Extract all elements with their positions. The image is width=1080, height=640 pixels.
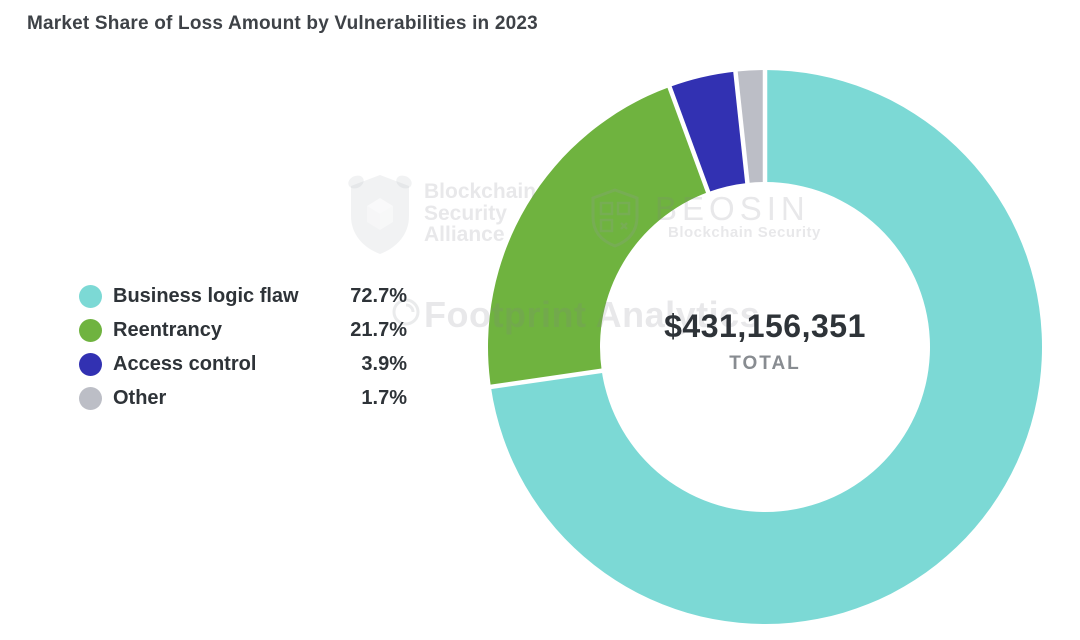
- total-caption: TOTAL: [729, 353, 801, 374]
- slice-separator: [665, 79, 714, 201]
- legend-item-access-control[interactable]: Access control 3.9%: [79, 352, 407, 376]
- slice-separator: [732, 64, 751, 192]
- donut-slice-other[interactable]: [735, 70, 765, 183]
- legend-value: 72.7%: [350, 284, 407, 307]
- donut-slice-business-logic-flaw[interactable]: [490, 70, 1043, 624]
- legend-swatch-icon: [79, 318, 102, 342]
- legend-label: Business logic flaw: [113, 284, 299, 307]
- legend-value: 21.7%: [350, 318, 407, 341]
- legend-item-other[interactable]: Other 1.7%: [79, 386, 407, 410]
- legend-label: Other: [113, 386, 167, 409]
- page-title: Market Share of Loss Amount by Vulnerabi…: [27, 13, 538, 34]
- legend-item-reentrancy[interactable]: Reentrancy 21.7%: [79, 318, 407, 342]
- legend-swatch-icon: [79, 284, 102, 308]
- legend-value: 1.7%: [361, 386, 407, 409]
- legend-label: Access control: [113, 352, 257, 375]
- slice-separator: [483, 367, 610, 391]
- donut-center-label: $431,156,351 TOTAL: [565, 308, 965, 375]
- legend-swatch-icon: [79, 352, 102, 376]
- donut-slice-reentrancy[interactable]: [488, 86, 709, 387]
- total-amount: $431,156,351: [664, 308, 866, 344]
- chart-legend: Business logic flaw 72.7% Reentrancy 21.…: [79, 284, 407, 420]
- legend-label: Reentrancy: [113, 318, 222, 341]
- legend-value: 3.9%: [361, 352, 407, 375]
- donut-slice-access-control[interactable]: [669, 71, 748, 193]
- legend-item-business-logic-flaw[interactable]: Business logic flaw 72.7%: [79, 284, 407, 308]
- legend-swatch-icon: [79, 386, 102, 410]
